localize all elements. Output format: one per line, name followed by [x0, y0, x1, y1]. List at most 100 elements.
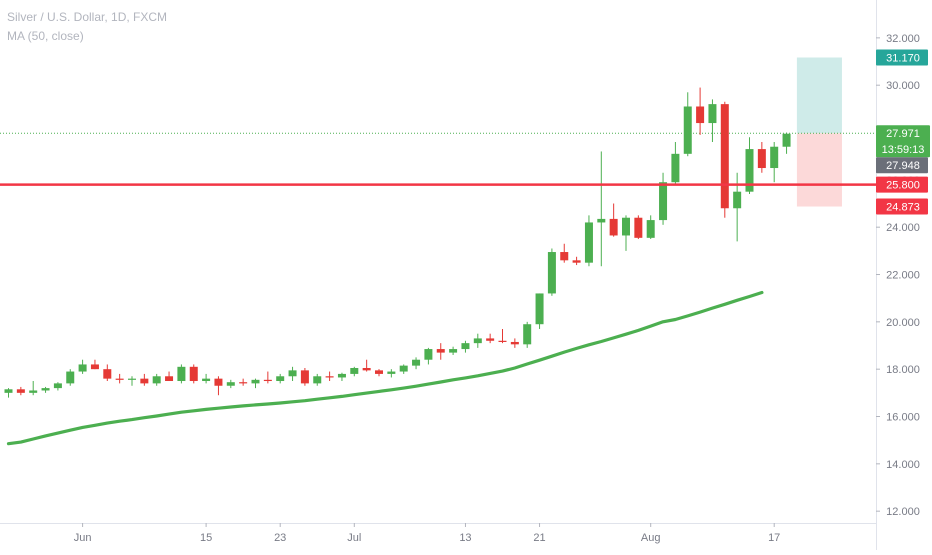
candle-body [535, 293, 544, 325]
candle-body [41, 388, 50, 391]
candle-body [4, 389, 13, 393]
candle-body [239, 382, 248, 384]
candle-body [412, 359, 421, 366]
candle [140, 373, 149, 386]
candle-body [523, 324, 532, 345]
candle-body [733, 191, 742, 209]
candle [622, 215, 630, 251]
candle [560, 243, 569, 263]
candle-body [461, 343, 470, 350]
stop-price-badge: 24.873 [876, 198, 928, 215]
candle-body [547, 252, 556, 294]
candle-body [276, 376, 285, 382]
candle-body [498, 340, 507, 342]
candle [683, 92, 692, 157]
price-tick-label: 20.000 [886, 317, 920, 329]
candle-body [115, 378, 124, 380]
candle [78, 359, 87, 374]
candle [510, 338, 519, 348]
time-tick-label: 21 [533, 532, 545, 544]
candle-body [177, 366, 186, 382]
current-price-badge-bg [876, 125, 930, 158]
candle [424, 347, 433, 365]
candle [770, 141, 779, 183]
current-price-badge: 27.971 13:59:13 [876, 125, 930, 158]
time-tick-label: 13 [459, 532, 471, 544]
candle [523, 321, 532, 348]
candle [251, 378, 260, 389]
target-price-badge-text: 31.170 [886, 53, 920, 65]
target-price-badge-bg [876, 49, 928, 66]
grey-price-badge: 27.948 [876, 157, 928, 174]
candle-body [560, 252, 569, 261]
candle-body [251, 379, 260, 384]
candle [461, 340, 470, 353]
candle-body [597, 218, 606, 223]
candle [263, 371, 272, 384]
price-tick-label: 24.000 [886, 222, 920, 234]
time-tick-label: Aug [641, 532, 661, 544]
candle-body [720, 104, 729, 209]
candle [165, 371, 174, 382]
candle [115, 373, 124, 384]
candle [757, 141, 766, 173]
candle-body [671, 153, 680, 183]
candle-body [696, 106, 705, 124]
candle-body [226, 382, 235, 386]
price-tick-label: 30.000 [886, 80, 920, 92]
candle-body [510, 341, 519, 345]
candle [128, 376, 136, 386]
stop-price-badge-text: 24.873 [886, 202, 920, 214]
candle-body [683, 106, 692, 154]
candle [4, 388, 13, 398]
candle-body [622, 217, 630, 236]
target-zone [796, 57, 842, 134]
candle [103, 364, 112, 382]
candle [609, 203, 618, 237]
candle [313, 373, 322, 386]
candle [288, 366, 297, 382]
candle [535, 293, 544, 329]
candle-body [424, 349, 433, 360]
candle [177, 364, 186, 384]
bar-countdown-text: 13:59:13 [882, 144, 925, 156]
candle [498, 328, 507, 344]
candle [214, 376, 223, 396]
candle-body [757, 149, 766, 169]
candle-body [572, 260, 581, 263]
candle-body [584, 222, 593, 263]
stop-price-badge-bg [876, 198, 928, 215]
candle-body [375, 370, 383, 374]
candle [473, 333, 482, 348]
candle-body [128, 378, 136, 380]
candle [659, 172, 668, 225]
candle-body [609, 218, 618, 236]
ma50-line [6, 290, 764, 446]
candle [646, 215, 655, 240]
candle [720, 101, 729, 218]
candle-body [202, 378, 211, 382]
candle-body [140, 378, 149, 384]
candle [362, 359, 371, 372]
candle [325, 371, 334, 382]
candle-body [66, 371, 75, 384]
candle-body [436, 349, 445, 353]
candle-body [313, 376, 322, 384]
candle [634, 215, 643, 240]
price-tick-label: 16.000 [886, 412, 920, 424]
candle-body [288, 370, 297, 377]
stop-zone [796, 133, 842, 207]
candle [547, 248, 556, 296]
candle-body [165, 376, 174, 382]
candle [350, 366, 359, 377]
candle [696, 87, 705, 135]
candle [202, 373, 211, 384]
candle [53, 382, 62, 391]
candle-body [214, 378, 223, 386]
line-price-badge-text: 25.800 [886, 180, 920, 192]
candle [436, 343, 445, 360]
candle-body [152, 376, 161, 384]
